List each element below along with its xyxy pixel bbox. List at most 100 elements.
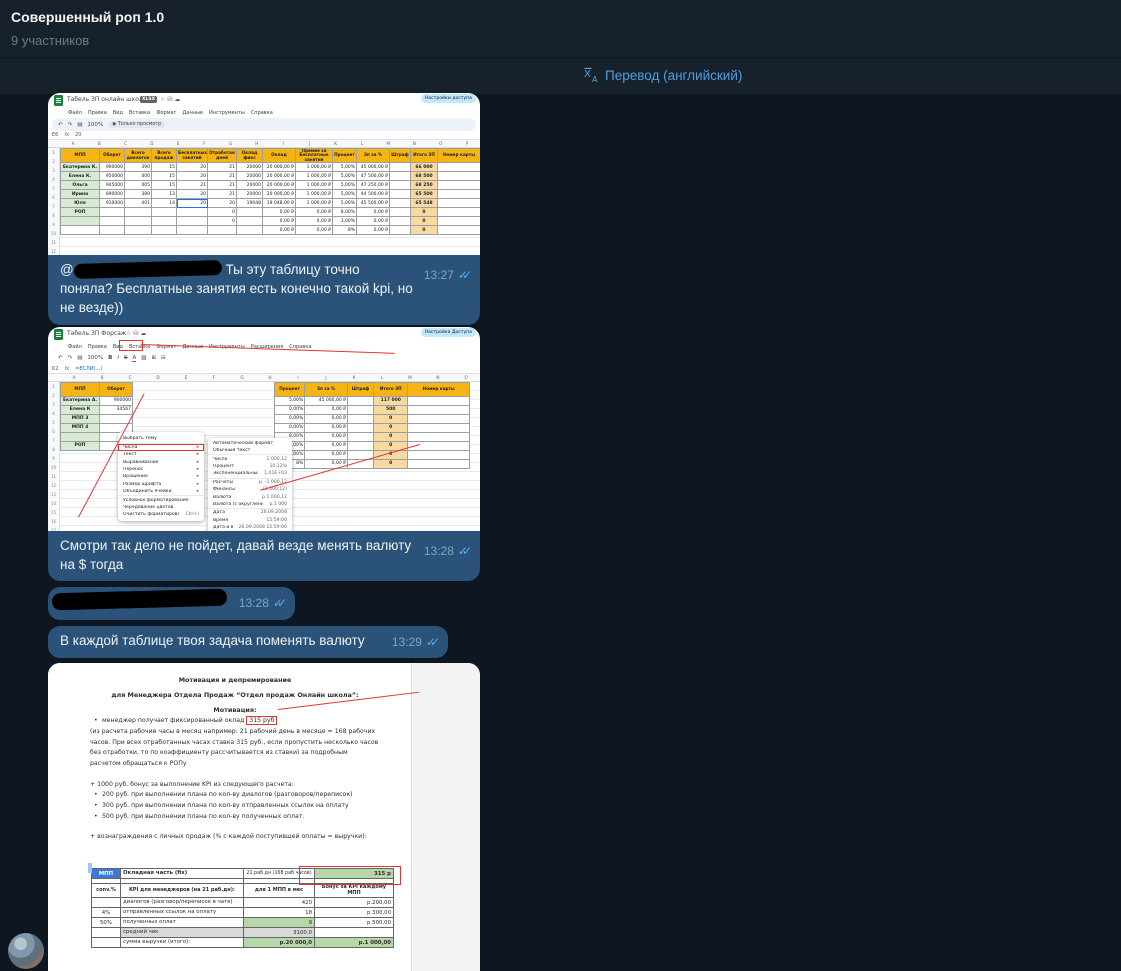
cell[interactable] <box>346 395 375 406</box>
cell[interactable]: 20000 <box>236 180 263 191</box>
strikethrough-icon[interactable]: S <box>123 355 128 362</box>
cell[interactable] <box>389 198 411 209</box>
cell[interactable]: 1 000,00 ₽ <box>295 180 333 191</box>
cell[interactable]: Итого ЗП <box>410 147 438 164</box>
cell[interactable] <box>346 422 375 433</box>
column-header[interactable]: A <box>72 374 76 380</box>
cell[interactable]: 21 <box>207 180 237 191</box>
cell[interactable]: 66 000 <box>410 162 438 173</box>
cell[interactable]: Всего диалогов <box>124 147 152 164</box>
cell[interactable]: Екатерина А. <box>60 395 100 406</box>
cell[interactable]: 0 <box>373 458 409 469</box>
cell[interactable] <box>437 198 480 209</box>
format-menu-item[interactable]: Выравнивание ▸ <box>123 459 199 465</box>
cell[interactable]: Штраф <box>389 147 411 164</box>
cell[interactable] <box>389 216 411 227</box>
cell[interactable] <box>407 413 470 424</box>
format-menu-item[interactable]: Текст ▸ <box>123 452 199 458</box>
cell[interactable]: Штраф <box>346 381 375 397</box>
cell[interactable]: 68 250 <box>410 180 438 191</box>
cell[interactable] <box>60 225 100 236</box>
cell[interactable]: 15 <box>151 162 177 173</box>
row-header[interactable]: 6 <box>52 195 55 200</box>
cell[interactable]: 910000 <box>99 198 125 209</box>
column-header[interactable]: H <box>268 374 272 380</box>
cell[interactable]: 20 000,00 ₽ <box>262 162 296 173</box>
row-header[interactable]: 14 <box>50 500 57 506</box>
avatar[interactable] <box>8 933 44 969</box>
cell[interactable] <box>437 180 480 191</box>
bold-icon[interactable]: B <box>108 355 113 362</box>
column-header[interactable]: K <box>334 141 337 146</box>
history-comment-meet-icons[interactable]: ◷▭▣ Настройка Доступа <box>420 327 476 337</box>
cell[interactable]: 5,00% <box>332 189 357 200</box>
row-header[interactable]: 6 <box>52 428 55 434</box>
number-format-item[interactable]: Валюта р.1 000,12 <box>213 494 287 500</box>
cell[interactable] <box>151 216 177 227</box>
format-menu-item[interactable]: Числа ▸ <box>118 443 204 452</box>
format-menu-item[interactable]: Вращение ▸ <box>123 474 199 480</box>
number-format-item[interactable]: Финансы (1 000,12) <box>213 487 287 493</box>
cell[interactable] <box>60 216 100 227</box>
cell[interactable]: 0,00 ₽ <box>262 225 296 236</box>
cell[interactable]: 19 048,00 ₽ <box>262 198 296 209</box>
cell[interactable] <box>346 440 375 451</box>
cell[interactable]: 20000 <box>236 189 263 200</box>
cell[interactable]: 0,00 ₽ <box>356 207 390 218</box>
menu-item[interactable]: Формат <box>156 110 177 116</box>
cell[interactable]: 0 <box>373 413 409 424</box>
cell[interactable]: 68 500 <box>410 171 438 182</box>
cell[interactable] <box>151 225 177 236</box>
cell[interactable]: 20 000,00 ₽ <box>262 171 296 182</box>
row-header[interactable]: 2 <box>52 159 55 164</box>
row-header[interactable]: 10 <box>50 231 57 236</box>
message-bubble[interactable]: 13:27 ✓✓ @ Ты эту таблицу точно поняла? Б… <box>48 255 480 325</box>
cell[interactable]: 945000 <box>99 180 125 191</box>
cell[interactable]: 890000 <box>99 189 125 200</box>
cell[interactable]: 65 500 <box>410 189 438 200</box>
row-header[interactable]: 13 <box>50 491 57 497</box>
message-bubble[interactable]: 13:28 ✓✓ Смотри так дело не пойдет, давай… <box>48 530 480 582</box>
cell[interactable]: 45 500,00 ₽ <box>356 198 390 209</box>
cell[interactable]: Зп за % <box>304 381 348 397</box>
cell[interactable]: 13 <box>151 189 177 200</box>
row-header[interactable]: 3 <box>52 168 55 173</box>
row-header[interactable]: 4 <box>52 410 55 416</box>
row-header[interactable]: 7 <box>52 437 55 443</box>
cell[interactable]: Зп за % <box>356 147 390 164</box>
menu-item[interactable]: Правка <box>87 343 107 350</box>
cell[interactable]: 0,00 ₽ <box>262 216 296 227</box>
cell[interactable]: Елена К <box>60 404 100 415</box>
cell[interactable]: 405 <box>124 180 152 191</box>
row-header[interactable]: 11 <box>50 473 57 479</box>
menu-item[interactable]: Правка <box>87 110 107 116</box>
zoom-select[interactable]: 100% <box>87 355 104 362</box>
cell[interactable]: 5,00% <box>332 180 357 191</box>
number-format-item[interactable]: Обычный текст <box>208 447 292 456</box>
cell[interactable]: Оборот <box>99 381 133 397</box>
cell[interactable] <box>437 171 480 182</box>
column-header[interactable]: J <box>325 374 327 380</box>
cell[interactable]: 45 000,00 ₽ <box>304 395 348 406</box>
cell[interactable]: 0,00 ₽ <box>356 216 390 227</box>
menu-item[interactable]: Вставка <box>129 343 151 350</box>
cell[interactable] <box>346 413 375 424</box>
menu-item[interactable]: Справка <box>289 343 312 350</box>
sheet2-grid[interactable]: 12345678910111213141516171819202122 МППО… <box>48 381 480 531</box>
cell[interactable]: МПП 4 <box>60 422 100 433</box>
row-header[interactable]: 16 <box>50 518 57 524</box>
cell[interactable] <box>236 216 263 227</box>
share-button[interactable]: Настройка Доступа <box>420 327 476 337</box>
cell[interactable] <box>99 225 125 236</box>
cell[interactable]: 400 <box>124 171 152 182</box>
cell[interactable]: 0,00 ₽ <box>304 440 348 451</box>
column-header[interactable]: D <box>156 374 160 380</box>
cell[interactable] <box>346 404 375 415</box>
format-menu-item[interactable]: Очистить форматированиеCtrl+\ <box>123 512 199 518</box>
cell[interactable]: 0,00 ₽ <box>304 431 348 442</box>
column-header[interactable]: I <box>282 141 284 146</box>
format-menu-item[interactable]: Выбрать тему <box>118 434 204 444</box>
cell[interactable]: Премия за Бесплатные занятия <box>295 147 333 164</box>
column-header[interactable]: G <box>229 141 233 146</box>
row-header[interactable]: 15 <box>50 509 57 515</box>
